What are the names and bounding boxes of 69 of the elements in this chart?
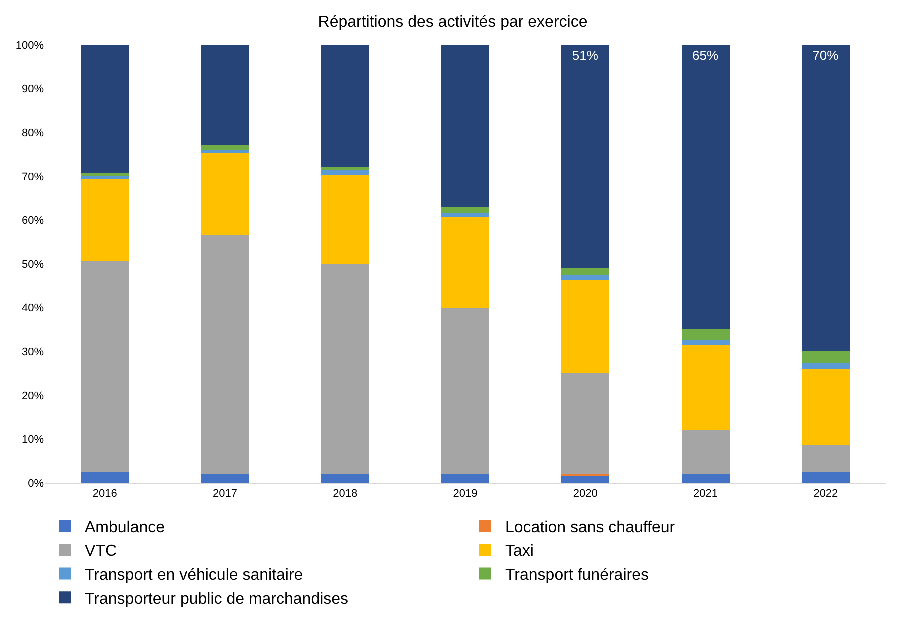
bar xyxy=(81,172,130,176)
bar xyxy=(321,170,370,176)
bar xyxy=(321,45,370,167)
legend-label: Location sans chauffeur xyxy=(506,519,676,536)
bar xyxy=(201,474,250,483)
x-tick-label: 2020 xyxy=(573,488,598,500)
x-tick-label: 2021 xyxy=(694,488,718,500)
bar xyxy=(562,274,610,280)
bar xyxy=(321,264,370,474)
y-tick-label: 40% xyxy=(22,302,44,315)
bar xyxy=(802,472,850,483)
bar xyxy=(682,474,730,483)
y-tick-label: 60% xyxy=(22,215,44,228)
x-tick-label: 2019 xyxy=(453,488,478,500)
bar xyxy=(441,207,490,213)
bar xyxy=(562,280,610,374)
bar xyxy=(682,330,730,340)
bar xyxy=(321,474,370,483)
bar xyxy=(562,374,610,475)
bar xyxy=(81,179,130,261)
bar xyxy=(682,340,730,346)
data-label: 70% xyxy=(812,48,840,63)
bar xyxy=(201,146,250,150)
legend-label: Transport en véhicule sanitaire xyxy=(85,567,304,584)
x-tick-label: 2018 xyxy=(333,488,358,500)
y-tick-label: 30% xyxy=(22,346,44,358)
bar xyxy=(201,45,250,146)
bar xyxy=(802,363,850,370)
bar xyxy=(682,45,730,330)
y-tick-label: 50% xyxy=(22,258,44,271)
legend-label: Transporteur public de marchandises xyxy=(85,590,349,608)
x-tick-label: 2016 xyxy=(92,488,118,500)
y-tick-label: 80% xyxy=(22,127,44,140)
bar xyxy=(201,150,250,153)
legend-label: Ambulance xyxy=(85,519,166,536)
y-tick-label: 10% xyxy=(22,434,44,446)
chart-title: Répartitions des activités par exercice xyxy=(318,14,588,32)
bar xyxy=(802,370,850,446)
y-tick-label: 90% xyxy=(22,84,44,96)
y-tick-label: 100% xyxy=(16,40,44,52)
data-label: 65% xyxy=(692,48,720,63)
x-tick-label: 2017 xyxy=(212,488,238,500)
bar xyxy=(441,474,490,483)
y-tick-label: 20% xyxy=(22,390,44,402)
bar xyxy=(81,176,130,180)
bar xyxy=(441,308,490,475)
legend-label: VTC xyxy=(85,543,117,560)
y-tick-label: 70% xyxy=(22,171,44,184)
bar xyxy=(81,260,130,472)
bar xyxy=(802,45,850,352)
bar xyxy=(441,45,490,208)
bar xyxy=(562,268,610,275)
bar xyxy=(81,45,130,173)
bar xyxy=(321,175,370,264)
y-tick-label: 0% xyxy=(28,478,44,490)
bar xyxy=(441,217,490,309)
bar xyxy=(201,152,250,236)
data-label: 51% xyxy=(572,48,599,63)
legend-label: Transport funéraires xyxy=(506,567,649,584)
bar xyxy=(802,445,850,472)
x-tick-label: 2022 xyxy=(814,488,838,500)
bar xyxy=(682,430,730,475)
bar xyxy=(562,45,610,268)
legend-label: Taxi xyxy=(506,543,534,560)
bar xyxy=(802,352,850,364)
bar xyxy=(682,345,730,430)
bar xyxy=(81,472,130,483)
bar xyxy=(201,236,250,474)
bar xyxy=(441,212,490,218)
